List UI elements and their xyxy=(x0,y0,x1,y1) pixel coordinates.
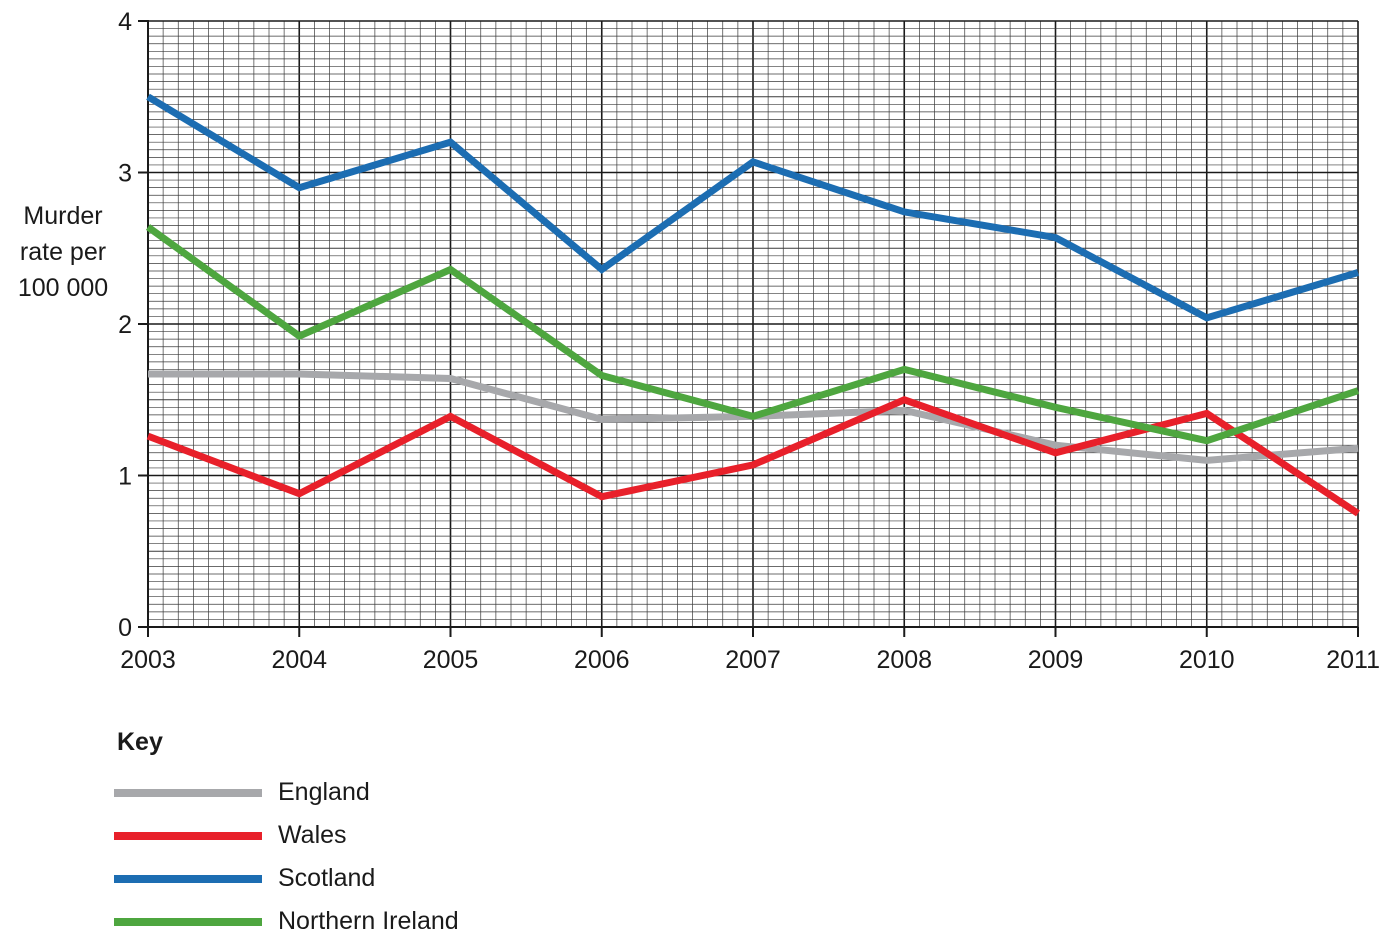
plot-series xyxy=(145,93,1360,517)
x-tick-label: 2010 xyxy=(1179,646,1235,674)
y-tick-label: 1 xyxy=(118,463,132,491)
legend-swatch-england xyxy=(114,788,262,797)
x-tick-label: 2011 xyxy=(1326,646,1380,674)
legend-item-wales: Wales xyxy=(114,814,459,857)
x-tick-label: 2005 xyxy=(423,646,479,674)
plot-axes xyxy=(138,20,1359,637)
legend-label-england: England xyxy=(278,778,370,806)
series-line-scotland xyxy=(146,93,1360,322)
tick-labels: 0 1 2 3 4 2003 2004 2005 2006 2007 2008 2009 2010 201… xyxy=(118,8,1380,674)
legend-swatch-northern-ireland xyxy=(114,917,262,926)
x-tick-label: 2008 xyxy=(876,646,932,674)
series-line-northern-ireland xyxy=(145,224,1360,445)
y-tick-label: 4 xyxy=(118,8,132,36)
legend-item-england: England xyxy=(114,771,459,814)
y-axis-label-line-1: Murder xyxy=(23,202,103,230)
legend-swatch-wales xyxy=(114,831,262,840)
y-tick-label: 2 xyxy=(118,311,132,339)
legend-swatch-scotland xyxy=(114,874,262,883)
y-tick-label: 0 xyxy=(118,614,132,642)
legend-label-northern-ireland: Northern Ireland xyxy=(278,907,459,935)
legend-item-scotland: Scotland xyxy=(114,857,459,900)
x-tick-label: 2004 xyxy=(271,646,327,674)
x-tick-label: 2009 xyxy=(1028,646,1084,674)
legend-item-northern-ireland: Northern Ireland xyxy=(114,900,459,943)
y-axis-label: Murder rate per 100 000 xyxy=(0,198,126,306)
x-tick-label: 2003 xyxy=(120,646,176,674)
legend-label-wales: Wales xyxy=(278,821,347,849)
legend: Key England Wales Scotland Northern Irel… xyxy=(114,728,459,943)
y-axis-label-line-2: rate per xyxy=(19,238,107,266)
legend-title: Key xyxy=(117,728,163,756)
x-tick-label: 2006 xyxy=(574,646,630,674)
y-axis-label-line-3: 100 000 xyxy=(17,274,109,302)
legend-label-scotland: Scotland xyxy=(278,864,376,892)
x-tick-label: 2007 xyxy=(725,646,781,674)
y-tick-label: 3 xyxy=(118,160,132,188)
